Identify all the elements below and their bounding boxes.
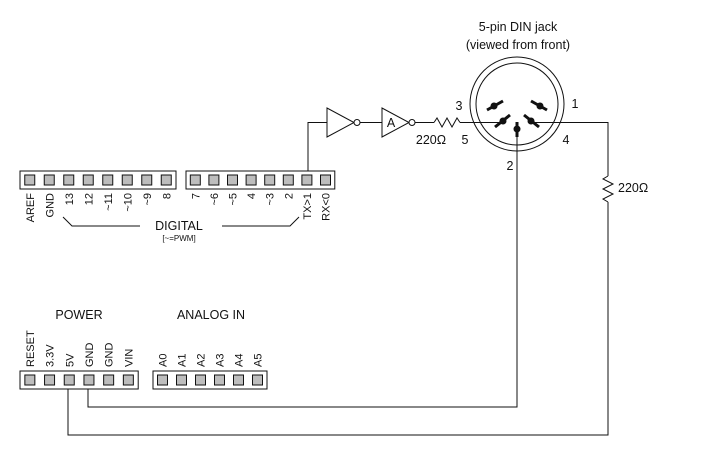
digital-left-pin-label: 8	[161, 193, 173, 199]
inverter-1-bubble	[353, 119, 361, 126]
digital-left-pin-3	[82, 174, 94, 186]
analog-pin-label: A0	[158, 354, 170, 367]
pwm-note: [~=PWM]	[162, 234, 195, 243]
power-pin-label: 3.3V	[45, 344, 57, 367]
analog-pin-2	[195, 374, 206, 386]
power-pin-label: GND	[84, 343, 96, 368]
digital-right-pin-label: RX<0	[321, 193, 333, 221]
digital-left-pin-4	[102, 174, 114, 186]
digital-left-pin-2	[63, 174, 75, 186]
analog-pin-1	[176, 374, 187, 386]
digital-left-pin-label: 12	[83, 193, 95, 205]
power-pin-2	[63, 374, 75, 386]
din-pin1-dot	[536, 102, 544, 110]
digital-right-pin-label: ~3	[265, 193, 277, 206]
digital-left-pin-7	[160, 174, 172, 186]
digital-left-pin-6	[141, 174, 153, 186]
digital-header-left: AREF GND 13 12 ~11 ~10 ~9 8	[19, 170, 177, 223]
din-pin4-label: 4	[563, 133, 570, 147]
din-pin3-dot	[490, 102, 498, 110]
digital-right-pin-label: ~6	[209, 193, 221, 206]
power-pin-label: VIN	[123, 349, 135, 367]
analog-pin-label: A2	[196, 354, 208, 367]
resistor-2-label: 220Ω	[618, 181, 648, 195]
digital-right-housing	[185, 170, 336, 190]
analog-pin-3	[214, 374, 225, 386]
din-jack-subtitle: (viewed from front)	[466, 38, 570, 52]
digital-left-pin-5	[121, 174, 133, 186]
din-pin4-dot	[527, 117, 535, 125]
digital-right-pin-3	[245, 174, 257, 186]
power-housing	[19, 370, 139, 390]
analog-header: A0 A1 A2 A3 A4 A5	[152, 354, 268, 390]
digital-right-pin-label: 7	[190, 193, 202, 199]
digital-left-housing	[19, 170, 177, 190]
digital-left-pin-label: 13	[64, 193, 76, 205]
inverter-2-triangle	[381, 107, 411, 138]
digital-bracket-left	[62, 216, 140, 227]
digital-left-pin-label: GND	[44, 193, 56, 218]
digital-right-pin-label: 4	[246, 193, 258, 199]
digital-left-pin-label: ~10	[122, 193, 134, 212]
digital-right-pin-label: ~5	[228, 193, 240, 206]
power-pin-label: 5V	[64, 353, 76, 367]
digital-header-right: 7 ~6 ~5 4 ~3 2 TX>1 RX<0	[185, 170, 336, 221]
digital-left-pin-label: ~11	[103, 193, 115, 211]
din-pin2-label: 2	[507, 159, 514, 173]
digital-right-pin-label: 2	[283, 193, 295, 199]
power-label: POWER	[55, 308, 102, 322]
digital-right-pin-7	[320, 174, 331, 186]
digital-right-pin-4	[264, 174, 276, 186]
analog-pin-0	[157, 374, 168, 386]
analog-pin-label: A4	[234, 354, 246, 367]
wire-tx-to-inverter	[307, 122, 327, 180]
analog-pin-label: A5	[253, 354, 265, 367]
power-header: RESET 3.3V 5V GND GND VIN	[19, 330, 139, 390]
din-pin1-label: 1	[572, 97, 579, 111]
analog-pin-4	[233, 374, 244, 386]
din-pin5-label: 5	[462, 133, 469, 147]
digital-right-pin-6	[301, 174, 313, 186]
wire-din-pin2-to-gnd	[87, 137, 518, 408]
resistor-1-label: 220Ω	[416, 133, 446, 147]
inverter-2: A	[381, 107, 416, 138]
digital-right-pin-label: TX>1	[302, 193, 314, 220]
resistor-1	[433, 116, 461, 129]
digital-label: DIGITAL	[155, 219, 203, 233]
power-pin-4	[103, 374, 115, 386]
inverter-2-bubble	[408, 119, 416, 126]
analog-in-label: ANALOG IN	[177, 308, 245, 322]
din-pin5-dot	[499, 117, 507, 125]
digital-left-pin-0	[24, 174, 36, 186]
power-pin-0	[24, 374, 36, 386]
power-pin-label: RESET	[25, 330, 37, 367]
digital-left-pin-label: AREF	[25, 193, 37, 223]
wire-r2-to-5v	[67, 202, 609, 436]
digital-left-pin-1	[43, 174, 55, 186]
inverter-1-triangle	[326, 107, 356, 138]
din-pin2-dot	[513, 125, 521, 133]
analog-pin-label: A3	[215, 354, 227, 367]
power-pin-5	[122, 374, 134, 386]
din-jack	[469, 56, 565, 152]
wire-din-pin4-to-r2	[531, 122, 609, 176]
din-jack-title: 5-pin DIN jack	[479, 20, 558, 34]
inverter-1	[326, 107, 361, 138]
digital-right-pin-2	[227, 174, 238, 186]
inverter-2-label: A	[387, 116, 396, 130]
analog-pin-5	[252, 374, 263, 386]
digital-left-pin-label: ~9	[142, 193, 154, 206]
din-pin3-label: 3	[456, 99, 463, 113]
analog-pin-label: A1	[177, 354, 189, 367]
power-pin-label: GND	[104, 343, 116, 368]
power-pin-1	[44, 374, 56, 386]
digital-right-pin-0	[189, 174, 201, 186]
digital-bracket-right	[222, 216, 300, 227]
power-pin-3	[83, 374, 95, 386]
digital-right-pin-5	[282, 174, 294, 186]
digital-right-pin-1	[208, 174, 220, 186]
analog-housing	[152, 370, 268, 390]
resistor-2	[601, 175, 615, 203]
